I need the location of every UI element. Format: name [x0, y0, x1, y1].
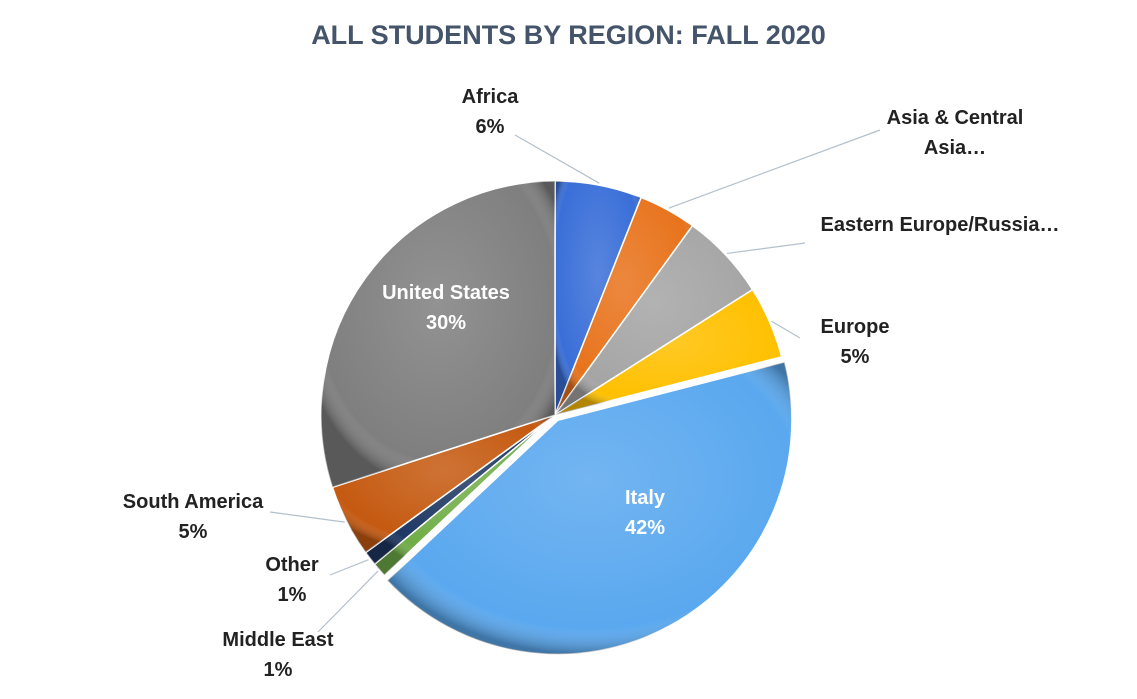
- category-label: Middle East: [222, 629, 334, 651]
- leader-line: [269, 511, 345, 523]
- data-label: South America 5%: [123, 487, 263, 547]
- leader-line: [317, 570, 379, 633]
- leader-line: [726, 242, 806, 255]
- value-label: 5%: [840, 346, 870, 368]
- data-label: Europe 5%: [821, 312, 890, 372]
- leader-line: [668, 129, 881, 209]
- value-label: 1%: [277, 584, 307, 606]
- value-label: 30%: [425, 312, 467, 334]
- category-label: Asia & Central Asia…: [886, 107, 1024, 159]
- leader-line: [329, 559, 369, 576]
- category-label: Eastern Europe/Russia…: [820, 214, 1060, 236]
- chart-title: ALL STUDENTS BY REGION: FALL 2020: [311, 20, 826, 50]
- category-label: Africa: [461, 86, 519, 108]
- data-label: Italy 42%: [625, 483, 665, 543]
- data-label: Other 1%: [265, 550, 318, 610]
- leader-line: [514, 134, 600, 184]
- value-label: 42%: [624, 517, 666, 539]
- value-label: 6%: [475, 116, 505, 138]
- data-label: Middle East 1%: [222, 625, 333, 685]
- data-label: Asia & Central Asia…: [870, 103, 1040, 163]
- value-label: 5%: [178, 521, 208, 543]
- category-label: United States: [382, 282, 510, 304]
- leader-line: [771, 320, 801, 339]
- value-label: 1%: [263, 659, 293, 681]
- data-label: United States 30%: [382, 278, 510, 338]
- data-label: Eastern Europe/Russia…: [821, 210, 1060, 240]
- category-label: Italy: [624, 487, 666, 509]
- category-label: Other: [265, 554, 319, 576]
- category-label: Europe: [820, 316, 890, 338]
- category-label: South America: [122, 491, 264, 513]
- data-label: Africa 6%: [462, 82, 519, 142]
